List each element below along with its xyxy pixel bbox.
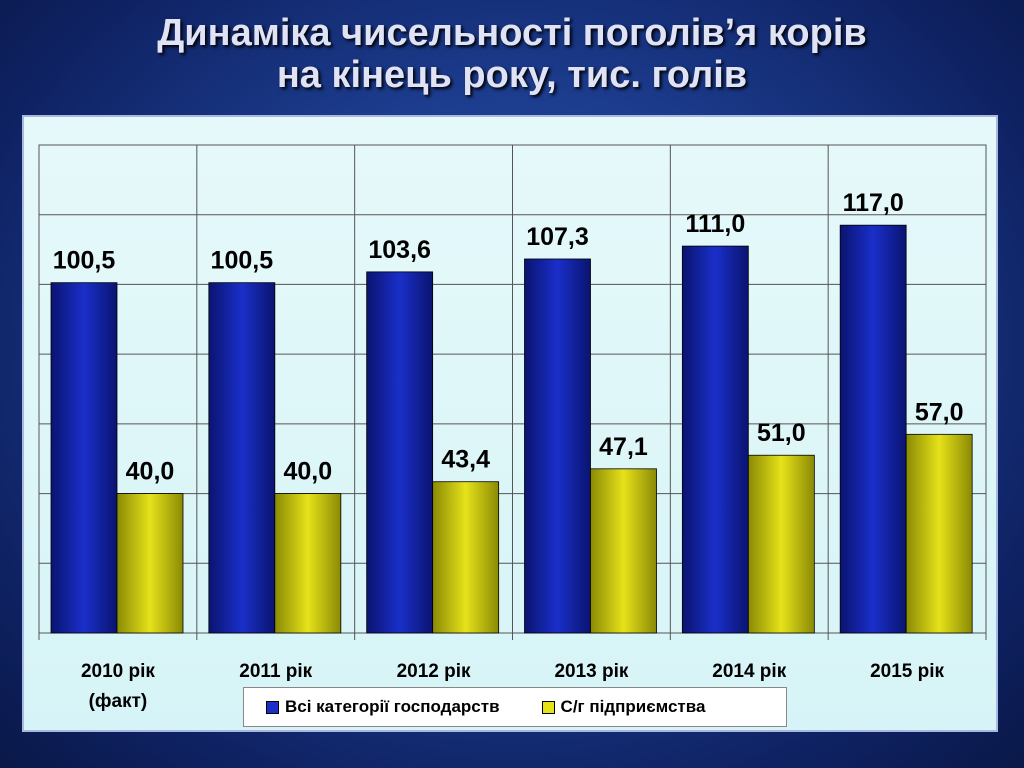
- bar-all-categories: [524, 258, 591, 634]
- data-label-all-categories: 117,0: [843, 189, 904, 217]
- chart-legend: Всі категорії господарств С/г підприємст…: [243, 687, 787, 727]
- x-tick-label: 2012 рік: [397, 661, 471, 682]
- data-label-all-categories: 103,6: [368, 236, 431, 264]
- bar-agro-enterprises: [432, 481, 500, 634]
- data-label-all-categories: 107,3: [526, 223, 589, 251]
- legend-item-all: Всі категорії господарств: [266, 697, 500, 717]
- data-label-agro-enterprises: 51,0: [757, 419, 806, 447]
- data-label-agro-enterprises: 43,4: [441, 446, 490, 474]
- bar-all-categories: [839, 224, 907, 634]
- bar-agro-enterprises: [747, 454, 815, 634]
- bar-all-categories: [681, 245, 749, 634]
- title-line-2: на кінець року, тис. голів: [276, 54, 748, 96]
- data-label-agro-enterprises: 47,1: [599, 433, 648, 461]
- bar-all-categories: [50, 282, 118, 634]
- data-label-agro-enterprises: 40,0: [126, 458, 175, 486]
- x-tick-label: 2010 рік: [81, 661, 155, 682]
- bar-all-categories: [366, 271, 434, 634]
- x-tick-label: 2015 рік: [870, 661, 944, 682]
- bar-agro-enterprises: [116, 493, 184, 634]
- x-tick-label: 2014 рік: [712, 661, 786, 682]
- data-label-all-categories: 100,5: [211, 247, 274, 275]
- x-tick-label: (факт): [89, 691, 148, 712]
- bar-agro-enterprises: [905, 433, 973, 634]
- legend-swatch-agro: [541, 700, 555, 714]
- x-tick-label: 2011 рік: [239, 661, 312, 682]
- data-label-agro-enterprises: 40,0: [283, 458, 332, 486]
- bar-chart: 100,5 40,0 2010 рік (факт) 100,5 40,0 2011 рік…: [38, 144, 987, 712]
- title-line-1: Динаміка чисельності поголів’я корів: [157, 12, 867, 54]
- chart-panel: 100,5 40,0 2010 рік (факт) 100,5 40,0 2011 рік…: [22, 115, 998, 732]
- bar-agro-enterprises: [590, 468, 657, 634]
- bar-agro-enterprises: [274, 493, 342, 634]
- legend-label-all: Всі категорії господарств: [285, 697, 500, 716]
- data-label-agro-enterprises: 57,0: [915, 398, 964, 426]
- data-label-all-categories: 100,5: [53, 247, 116, 275]
- page-title: Динаміка чисельності поголів’я корів на …: [0, 12, 1024, 96]
- bar-all-categories: [208, 282, 276, 634]
- data-label-all-categories: 111,0: [685, 210, 745, 238]
- legend-item-agro: С/г підприємства: [541, 697, 706, 717]
- x-tick-label: 2013 рік: [554, 661, 628, 682]
- legend-label-agro: С/г підприємства: [560, 697, 706, 716]
- legend-swatch-all: [266, 700, 279, 714]
